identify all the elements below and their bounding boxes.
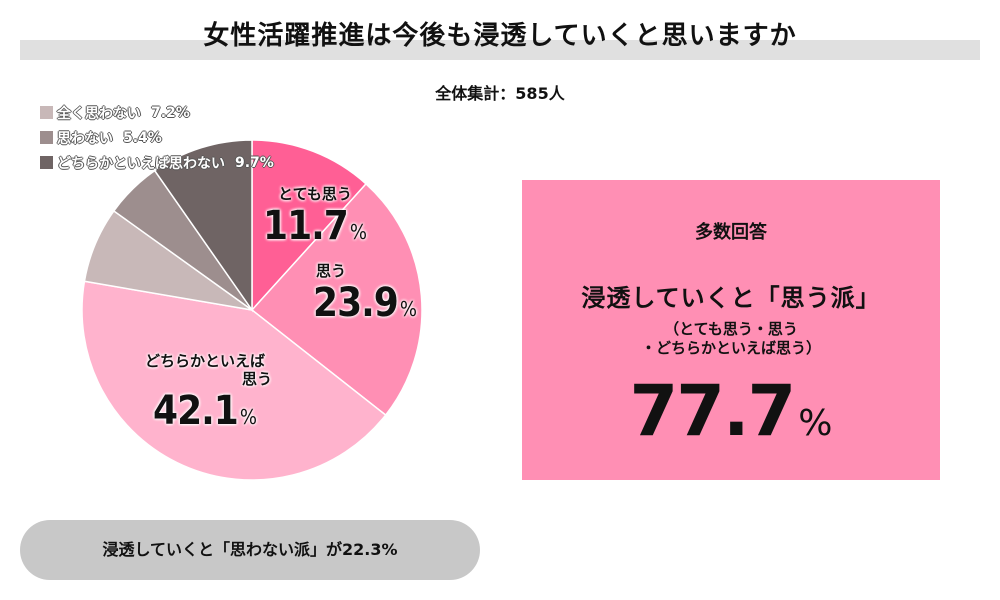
slice-label-unit: % xyxy=(239,405,257,429)
legend-value: 7.2% xyxy=(151,104,190,121)
legend-item: 全く思わない 7.2% xyxy=(40,100,274,125)
pie-slice-2 xyxy=(81,280,387,481)
legend-swatch xyxy=(40,156,53,169)
legend-label: 全く思わない xyxy=(57,105,141,122)
slice-label-omou: 思う 23.9% xyxy=(310,262,420,326)
slice-label-value: 42.1 xyxy=(153,388,239,434)
total-respondents: 全体集計：585人 xyxy=(435,84,565,103)
summary-main: 浸透していくと「思う派」 xyxy=(581,284,881,312)
legend-item: どちらかといえば思わない 9.7% xyxy=(40,150,274,175)
summary-percent: 77.7% xyxy=(522,370,940,452)
slice-label-value: 11.7 xyxy=(263,203,349,249)
legend-swatch xyxy=(40,131,53,144)
summary-percent-unit: % xyxy=(798,403,833,444)
pie-slice-1 xyxy=(250,182,423,417)
summary-sub-line: ・どちらかといえば思う） xyxy=(640,339,821,357)
legend-item: 思わない 5.4% xyxy=(40,125,274,150)
legend-swatch xyxy=(40,106,53,119)
summary-sub-line: （とても思う・思う xyxy=(664,320,798,338)
summary-heading: 多数回答 xyxy=(695,222,767,243)
slice-label-name: 思う xyxy=(316,262,347,280)
legend-value: 9.7% xyxy=(235,154,274,171)
legend-label: どちらかといえば思わない xyxy=(57,155,225,172)
slice-label-name: どちらかといえば xyxy=(144,352,265,370)
slice-label-totemo-omou: とても思う 11.7% xyxy=(255,185,375,249)
legend-value: 5.4% xyxy=(123,129,162,146)
legend: 全く思わない 7.2% 思わない 5.4% どちらかといえば思わない 9.7% xyxy=(40,100,274,175)
summary-sub: （とても思う・思う ・どちらかといえば思う） xyxy=(522,320,940,358)
slice-label-value: 23.9 xyxy=(313,280,399,326)
slice-label-name: とても思う xyxy=(278,185,352,203)
pie-slice-0 xyxy=(251,139,368,312)
summary-box: 多数回答 浸透していくと「思う派」 （とても思う・思う ・どちらかといえば思う）… xyxy=(522,180,940,480)
slice-label-unit: % xyxy=(349,220,367,244)
legend-label: 思わない xyxy=(57,130,113,147)
slice-label-dochiraka-omou: どちらかといえば 思う 42.1% xyxy=(110,352,300,434)
page-title: 女性活躍推進は今後も浸透していくと思いますか xyxy=(203,21,797,51)
title-band xyxy=(20,40,980,60)
slice-label-name: 思う xyxy=(241,370,272,388)
disagree-summary-pill: 浸透していくと「思わない派」が22.3% xyxy=(20,520,480,580)
summary-percent-value: 77.7 xyxy=(629,370,797,452)
slice-label-unit: % xyxy=(399,297,417,321)
pie-slice-5 xyxy=(153,139,253,313)
